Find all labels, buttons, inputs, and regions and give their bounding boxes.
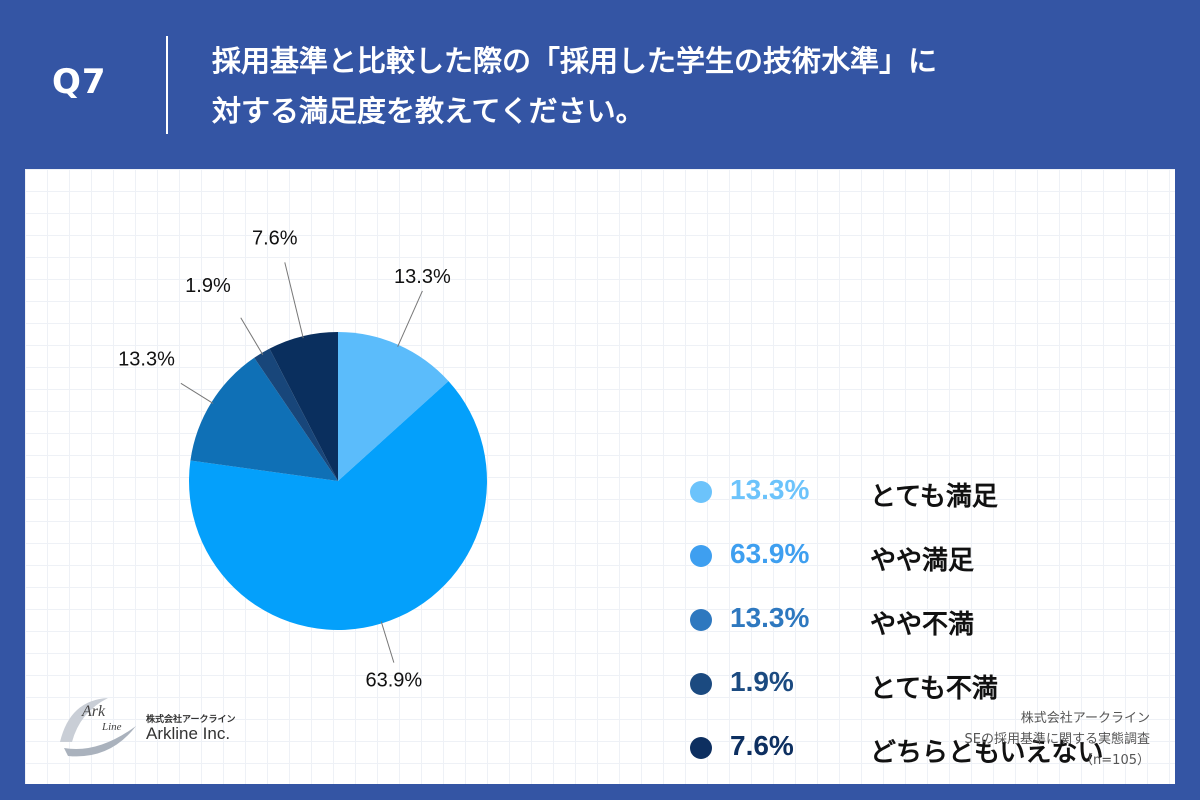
leader-line-3 [240, 317, 264, 355]
legend-swatch-icon [690, 673, 712, 695]
company-logo: Ark Line 株式会社アークライン Arkline Inc. [50, 690, 270, 760]
logo-mark-text: Ark [81, 703, 106, 720]
pie-chart: 13.3% 63.9% 13.3% 1.9% 7.6% [118, 227, 487, 692]
data-label-2: 13.3% [118, 348, 175, 370]
header: Q7 採用基準と比較した際の「採用した学生の技術水準」に 対する満足度を教えてく… [0, 0, 1200, 168]
legend-value: 7.6% [730, 730, 794, 761]
legend-label: とても満足 [870, 482, 998, 512]
legend-item-3: 1.9% とても不満 [690, 664, 1160, 704]
legend-swatch-icon [690, 737, 712, 759]
legend-value: 63.9% [730, 538, 810, 569]
data-label-3: 1.9% [185, 275, 231, 297]
pie-slice-0 [338, 332, 449, 481]
question-line-1: 採用基準と比較した際の「採用した学生の技術水準」に [212, 44, 938, 78]
question-line-2: 対する満足度を教えてください。 [212, 94, 645, 128]
chart-panel: 13.3% 63.9% 13.3% 1.9% 7.6% 13.3% とても満足 63.9% や… [25, 169, 1175, 784]
pie-slice-3 [254, 348, 338, 481]
leader-line-2 [180, 382, 214, 404]
leader-line-4 [284, 262, 304, 339]
legend-value: 1.9% [730, 666, 794, 697]
legend-item-1: 63.9% やや満足 [690, 536, 1160, 576]
legend-item-0: 13.3% とても満足 [690, 472, 1160, 512]
logo-company-en: Arkline Inc. [146, 724, 231, 743]
data-label-1: 63.9% [366, 670, 423, 692]
legend-swatch-icon [690, 545, 712, 567]
logo-company-jp: 株式会社アークライン [146, 715, 236, 725]
arkline-logo-icon: Ark Line [60, 698, 136, 757]
legend-label: とても不満 [870, 674, 998, 704]
logo-mark-text-2: Line [101, 721, 122, 733]
legend-value: 13.3% [730, 474, 810, 505]
source-company: 株式会社アークライン [1020, 711, 1150, 726]
legend-label: やや満足 [870, 546, 975, 576]
header-divider [166, 36, 168, 134]
data-label-0: 13.3% [394, 266, 451, 288]
source-survey: SEの採用基準に関する実態調査 [964, 732, 1150, 747]
source-note: 株式会社アークライン SEの採用基準に関する実態調査 （n=105） [965, 708, 1150, 771]
data-label-4: 7.6% [252, 227, 298, 249]
leader-line-0 [397, 290, 423, 347]
question-text: 採用基準と比較した際の「採用した学生の技術水準」に 対する満足度を教えてください… [212, 36, 1172, 136]
question-number: Q7 [52, 62, 107, 102]
legend-item-2: 13.3% やや不満 [690, 600, 1160, 640]
pie-slice-1 [188, 381, 487, 630]
pie-slice-4 [269, 332, 338, 481]
legend-swatch-icon [690, 609, 712, 631]
legend-item-4: 7.6% どちらともいえない [690, 728, 1160, 768]
source-sample-size: （n=105） [1080, 753, 1150, 768]
pie-slice-2 [190, 357, 338, 481]
legend-value: 13.3% [730, 602, 810, 633]
legend-swatch-icon [690, 481, 712, 503]
leader-line-1 [380, 621, 395, 663]
legend-label: どちらともいえない [870, 738, 1104, 768]
legend-label: やや不満 [870, 610, 975, 640]
